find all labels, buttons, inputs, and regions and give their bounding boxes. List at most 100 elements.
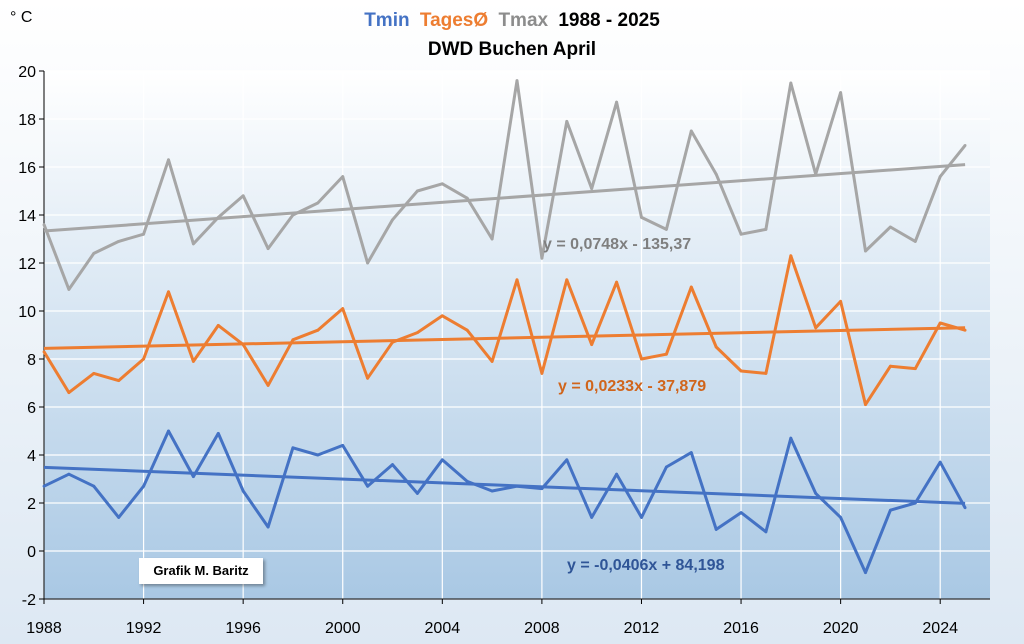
data-point-tmin	[640, 516, 643, 519]
data-point-tmax	[515, 79, 519, 82]
data-point-tmin	[938, 460, 942, 464]
data-point-tmax	[864, 249, 867, 253]
trend-equation-tmean: y = 0,0233x - 37,879	[558, 378, 706, 395]
data-point-tmin	[291, 446, 295, 450]
x-tick-label: 2012	[624, 620, 660, 637]
trendline-tmax	[43, 163, 966, 233]
data-point-tmean	[316, 328, 320, 332]
title-tmin: Tmin	[364, 10, 409, 31]
chart-title: Tmin TagesØ Tmax 1988 - 2025	[364, 10, 660, 31]
data-point-tmax	[938, 175, 942, 179]
data-point-tmin	[515, 484, 519, 488]
series-line-tmin	[43, 429, 967, 575]
data-point-tmin	[241, 489, 245, 493]
data-point-tmax	[913, 240, 917, 243]
trend-equations: y = 0,0748x - 135,37 y = 0,0233x - 37,879…	[543, 236, 725, 574]
data-point-tmax	[92, 252, 96, 255]
data-point-tmin	[889, 508, 892, 512]
data-point-tmax	[764, 228, 768, 231]
data-point-tmean	[889, 364, 892, 368]
data-point-tmean	[963, 328, 967, 332]
data-point-tmin	[565, 458, 569, 462]
data-point-tmin	[191, 475, 195, 478]
data-point-tmean	[440, 314, 444, 318]
y-tick-label: 20	[18, 64, 36, 81]
data-point-tmean	[42, 350, 46, 354]
data-point-tmean	[864, 403, 867, 406]
data-point-tmin	[366, 484, 370, 488]
data-point-tmean	[789, 254, 793, 258]
x-tick-label: 1996	[225, 620, 261, 637]
title-tmax: Tmax	[498, 10, 548, 31]
credit-label: Grafik M. Baritz	[139, 558, 263, 584]
data-point-tmax	[839, 91, 843, 94]
trendline-tmean	[43, 326, 966, 350]
data-point-tmean	[167, 290, 170, 294]
data-point-tmean	[291, 338, 295, 342]
data-point-tmax	[142, 232, 145, 236]
trend-equation-tmin: y = -0,0406x + 84,198	[567, 557, 725, 574]
data-point-tmin	[814, 492, 818, 495]
data-point-tmin	[864, 571, 867, 574]
data-point-tmean	[565, 278, 569, 282]
data-point-tmax	[889, 225, 892, 229]
data-point-tmin	[416, 492, 419, 495]
data-point-tmax	[316, 201, 320, 205]
data-point-tmean	[714, 345, 718, 349]
title-range: 1988 - 2025	[558, 10, 660, 31]
data-point-tmax	[714, 172, 718, 176]
data-point-tmax	[391, 218, 394, 222]
data-point-tmean	[216, 324, 220, 327]
x-tick-label: 2004	[425, 620, 461, 637]
data-point-tmax	[167, 158, 170, 162]
x-tick-label: 2016	[723, 620, 759, 637]
data-point-tmean	[540, 372, 544, 375]
data-point-tmean	[416, 331, 419, 334]
data-point-tmin	[391, 463, 394, 466]
data-point-tmin	[42, 484, 46, 488]
data-point-tmin	[142, 484, 145, 488]
data-point-tmax	[739, 232, 743, 236]
data-point-tmax	[640, 216, 643, 219]
data-point-tmean	[615, 280, 618, 284]
data-point-tmean	[938, 321, 942, 325]
data-point-tmean	[739, 369, 743, 373]
data-point-tmean	[689, 285, 693, 289]
data-point-tmax	[191, 242, 195, 246]
data-point-tmin	[490, 489, 494, 493]
series-line-tmean	[42, 254, 966, 407]
y-unit-label: ° C	[10, 9, 32, 26]
data-point-tmax	[664, 228, 668, 231]
data-point-tmean	[664, 352, 668, 356]
data-point-tmean	[515, 278, 519, 282]
chart-subtitle: DWD Buchen April	[428, 39, 596, 60]
data-point-tmin	[440, 458, 444, 462]
data-point-tmin	[216, 432, 220, 435]
data-point-tmax	[416, 189, 419, 193]
data-point-tmean	[590, 343, 594, 346]
y-tick-label: 0	[27, 544, 36, 561]
data-point-tmax	[266, 247, 270, 251]
data-point-tmean	[266, 384, 270, 387]
data-point-tmean	[366, 376, 370, 380]
data-point-tmin	[167, 429, 170, 433]
data-point-tmax	[615, 100, 618, 104]
data-point-tmax	[689, 129, 693, 133]
data-point-tmax	[42, 223, 46, 227]
data-point-tmin	[839, 516, 843, 519]
y-tick-label: 10	[18, 304, 36, 321]
data-point-tmin	[739, 511, 743, 514]
title-tmean: TagesØ	[420, 10, 488, 31]
y-tick-label: -2	[22, 592, 36, 609]
series-line-tmax	[42, 79, 967, 291]
y-tick-label: 4	[27, 448, 36, 465]
data-point-tmean	[490, 360, 494, 363]
data-point-tmin	[590, 516, 594, 519]
data-point-tmin	[789, 436, 793, 440]
trendlines	[43, 163, 966, 505]
data-point-tmax	[341, 175, 345, 179]
data-point-tmax	[216, 216, 220, 219]
data-point-tmin	[341, 444, 345, 447]
y-tick-label: 16	[18, 160, 36, 177]
